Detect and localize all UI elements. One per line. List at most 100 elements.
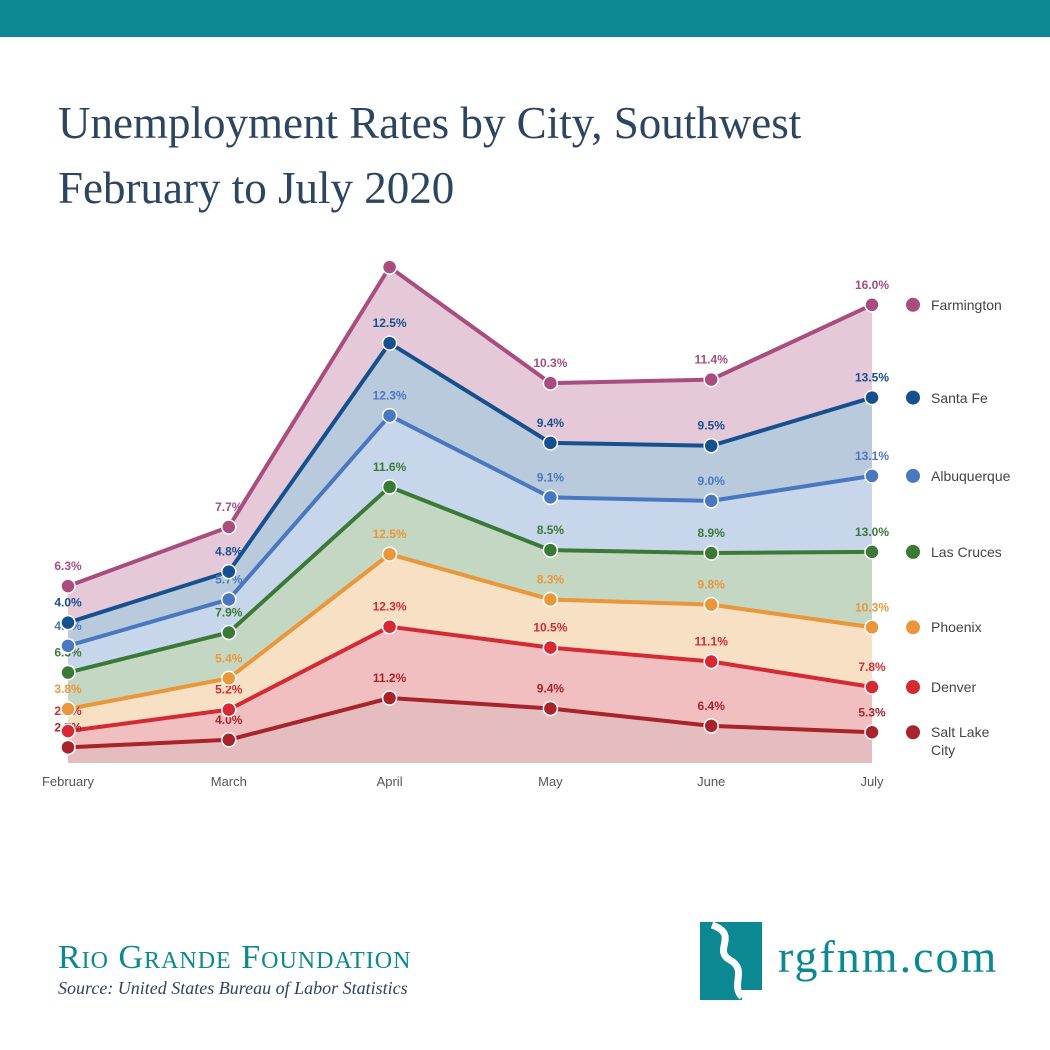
point	[221, 563, 237, 580]
x-tick-label: March	[211, 774, 247, 789]
top-bar	[0, 0, 1050, 37]
point	[864, 297, 880, 313]
point	[542, 435, 559, 451]
legend-marker	[906, 390, 920, 405]
legend-label: Albuquerque	[931, 467, 1011, 484]
area	[68, 698, 872, 763]
value-label: 7.7%	[215, 500, 243, 514]
value-label: 7.9%	[215, 606, 243, 620]
value-label: 10.3%	[533, 356, 567, 370]
x-tick-label: April	[377, 774, 403, 789]
line	[67, 696, 873, 750]
area	[68, 415, 872, 673]
value-label: 5.4%	[215, 651, 243, 665]
value-label: 11.2%	[373, 671, 407, 685]
point	[221, 670, 237, 687]
value-label: 12.5%	[373, 527, 407, 541]
point	[542, 591, 559, 608]
legend-label: Las Cruces	[931, 543, 1002, 560]
point	[542, 375, 559, 391]
point	[703, 371, 719, 388]
point	[60, 701, 76, 717]
value-label: 11.1%	[695, 635, 729, 649]
source: Source: United States Bureau of Labor St…	[58, 978, 408, 998]
value-label: 9.1%	[537, 470, 565, 484]
plot: FebruaryMarchAprilMayJuneJuly2.7%4.0%11.…	[42, 259, 920, 789]
x-tick-label: May	[538, 774, 563, 789]
point	[542, 700, 559, 717]
value-label: 9.0%	[698, 474, 726, 488]
value-label: 10.3%	[855, 600, 889, 614]
value-label: 4.8%	[215, 545, 243, 559]
value-label: 6.4%	[698, 699, 726, 713]
point	[864, 544, 880, 560]
line	[67, 341, 873, 625]
legend-marker	[906, 544, 920, 559]
point	[381, 618, 398, 635]
value-label: 9.8%	[698, 578, 726, 592]
point	[381, 407, 398, 424]
value-label: 12.5%	[373, 316, 407, 330]
value-label: 6.3%	[54, 559, 82, 573]
x-tick-label: June	[697, 774, 725, 789]
line	[67, 624, 873, 734]
value-label: 4.0%	[215, 713, 243, 727]
value-label: 9.4%	[537, 681, 565, 695]
point	[221, 591, 237, 608]
logo	[700, 921, 762, 1000]
legend-marker	[906, 680, 920, 695]
point	[381, 479, 398, 495]
point	[864, 468, 880, 484]
value-label: 11.4%	[695, 353, 729, 367]
point	[60, 739, 76, 756]
point	[864, 679, 880, 695]
legend-label: Santa Fe	[931, 389, 988, 406]
point	[221, 701, 237, 718]
value-label: 5.3%	[858, 705, 886, 719]
value-label: 8.3%	[537, 572, 565, 586]
point	[60, 614, 76, 631]
legend-label: Salt Lake City	[931, 724, 990, 759]
point	[60, 723, 76, 739]
point	[60, 638, 76, 654]
value-label: 16.0%	[855, 278, 889, 292]
value-label: 9.5%	[698, 419, 726, 433]
point	[703, 545, 719, 561]
value-label: 13.0%	[855, 525, 889, 539]
value-label: 8.9%	[698, 526, 726, 540]
point	[703, 653, 719, 670]
value-label: 8.5%	[537, 523, 565, 537]
point	[703, 437, 719, 454]
point	[381, 546, 398, 562]
value-label: 7.8%	[858, 660, 886, 674]
line	[67, 484, 873, 675]
x-tick-label: July	[860, 774, 884, 789]
value-label: 12.3%	[373, 600, 407, 614]
point	[221, 519, 237, 535]
legend-label: Farmington	[931, 296, 1002, 313]
value-label: 3.8%	[54, 682, 82, 696]
legend-marker	[906, 468, 920, 483]
value-label: 12.3%	[373, 389, 407, 403]
point	[60, 664, 76, 681]
line	[67, 552, 873, 712]
value-label: 5.2%	[215, 683, 243, 697]
value-label: 4.0%	[54, 596, 82, 610]
point	[542, 489, 559, 506]
legend-label: Phoenix	[931, 619, 982, 636]
value-label: 11.6%	[373, 460, 407, 474]
value-label: 5.7%	[215, 572, 243, 586]
chart-subtitle: February to July 2020	[58, 163, 454, 213]
point	[864, 389, 880, 406]
value-label: 10.5%	[533, 621, 567, 635]
legend-marker	[906, 725, 920, 740]
point	[703, 718, 719, 734]
line	[67, 413, 873, 648]
value-label: 9.4%	[537, 416, 565, 430]
point	[864, 619, 880, 636]
point	[864, 724, 880, 741]
line	[67, 265, 873, 588]
point	[381, 335, 398, 351]
legend-label: Denver	[931, 679, 977, 696]
